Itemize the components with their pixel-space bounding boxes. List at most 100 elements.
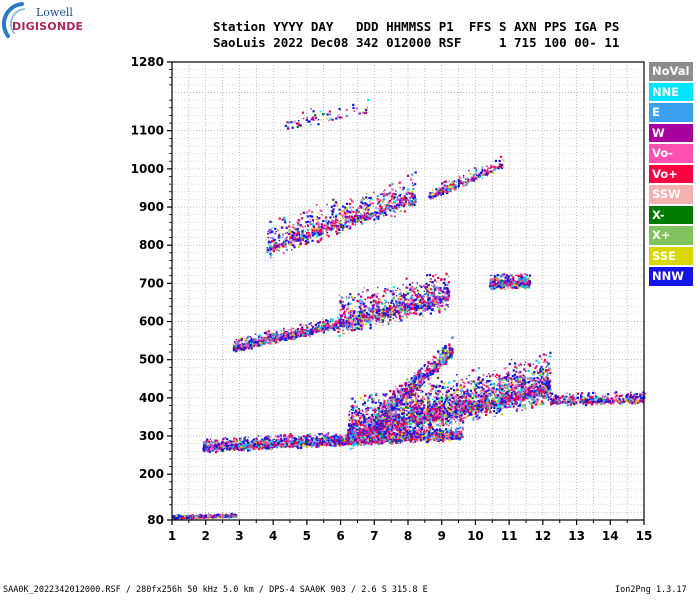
echo-point — [329, 436, 332, 439]
echo-point — [260, 435, 262, 437]
echo-point — [261, 438, 263, 441]
echo-point — [295, 440, 298, 443]
echo-point — [426, 403, 429, 406]
echo-point — [229, 446, 231, 448]
echo-point — [450, 435, 453, 437]
echo-point — [399, 410, 402, 413]
echo-point — [445, 436, 448, 439]
echo-point — [393, 439, 395, 441]
echo-point — [456, 402, 460, 405]
echo-point — [426, 395, 429, 399]
echo-point — [376, 441, 379, 445]
echo-point — [370, 434, 373, 437]
echo-point — [287, 439, 290, 442]
echo-point — [414, 441, 417, 443]
echo-point — [310, 444, 314, 447]
echo-point — [432, 398, 434, 401]
echo-point — [206, 438, 209, 441]
echo-point — [294, 439, 297, 442]
echo-point — [457, 404, 460, 407]
echo-point — [252, 438, 255, 441]
echo-point — [435, 386, 438, 389]
echo-point — [248, 449, 251, 452]
echo-point — [519, 384, 522, 387]
echo-point — [290, 446, 292, 449]
echo-point — [280, 446, 282, 448]
echo-point — [317, 438, 320, 441]
echo-point — [506, 378, 509, 381]
echo-point — [519, 393, 522, 396]
echo-point — [327, 432, 330, 434]
echo-point — [546, 377, 550, 381]
echo-point — [210, 443, 213, 446]
echo-point — [453, 392, 456, 395]
echo-point — [380, 440, 383, 442]
echo-point — [431, 387, 434, 390]
echo-point — [539, 378, 542, 381]
echo-point — [532, 395, 534, 397]
echo-point — [320, 432, 323, 436]
echo-point — [379, 409, 382, 412]
echo-point — [378, 441, 381, 444]
echo-point — [345, 442, 348, 445]
echo-point — [420, 436, 422, 439]
echo-point — [266, 441, 269, 444]
echo-point — [426, 438, 428, 440]
echo-point — [403, 426, 406, 428]
echo-point — [413, 440, 416, 442]
echo-point — [225, 513, 228, 516]
echo-point — [362, 410, 364, 413]
echo-point — [280, 443, 283, 446]
echo-point — [362, 399, 364, 401]
echo-point — [529, 380, 531, 382]
echo-point — [515, 403, 518, 406]
echo-point — [426, 426, 428, 429]
echo-point — [366, 434, 369, 438]
echo-point — [356, 444, 360, 447]
echo-point — [298, 436, 301, 439]
echo-point — [321, 444, 323, 446]
echo-point — [255, 437, 258, 440]
echo-point — [432, 421, 434, 423]
lowell-logo-arc-icon — [1, 2, 25, 38]
echo-point — [425, 420, 428, 423]
echo-point — [289, 433, 292, 436]
echo-point — [395, 407, 398, 411]
echo-point — [384, 430, 387, 434]
echo-point — [363, 437, 366, 440]
echo-point — [238, 448, 241, 452]
echo-point — [482, 403, 485, 405]
echo-point — [518, 375, 520, 377]
echo-point — [290, 443, 293, 446]
echo-point — [260, 445, 263, 448]
echo-point — [471, 409, 475, 412]
echo-point — [392, 439, 394, 442]
echo-point — [467, 402, 470, 405]
echo-point — [245, 441, 248, 445]
echo-point — [453, 396, 456, 399]
echo-point — [511, 374, 514, 378]
echo-point — [377, 439, 380, 442]
echo-point — [298, 441, 301, 444]
echo-point — [331, 440, 335, 443]
echo-point — [264, 443, 266, 445]
echo-point — [269, 444, 272, 447]
echo-point — [347, 418, 349, 421]
echo-point — [177, 514, 180, 517]
echo-point — [423, 428, 425, 431]
echo-point — [437, 438, 440, 441]
echo-point — [253, 446, 255, 448]
echo-point — [313, 441, 316, 443]
echo-point — [435, 417, 438, 420]
echo-point — [448, 434, 450, 437]
echo-point — [227, 515, 229, 518]
echo-point — [410, 414, 413, 417]
echo-point — [314, 438, 316, 441]
echo-point — [331, 439, 334, 442]
echo-point — [515, 409, 518, 412]
echo-point — [217, 451, 219, 453]
echo-point — [469, 394, 472, 398]
echo-point — [523, 392, 525, 394]
echo-point — [338, 440, 341, 443]
echo-point — [373, 408, 376, 411]
